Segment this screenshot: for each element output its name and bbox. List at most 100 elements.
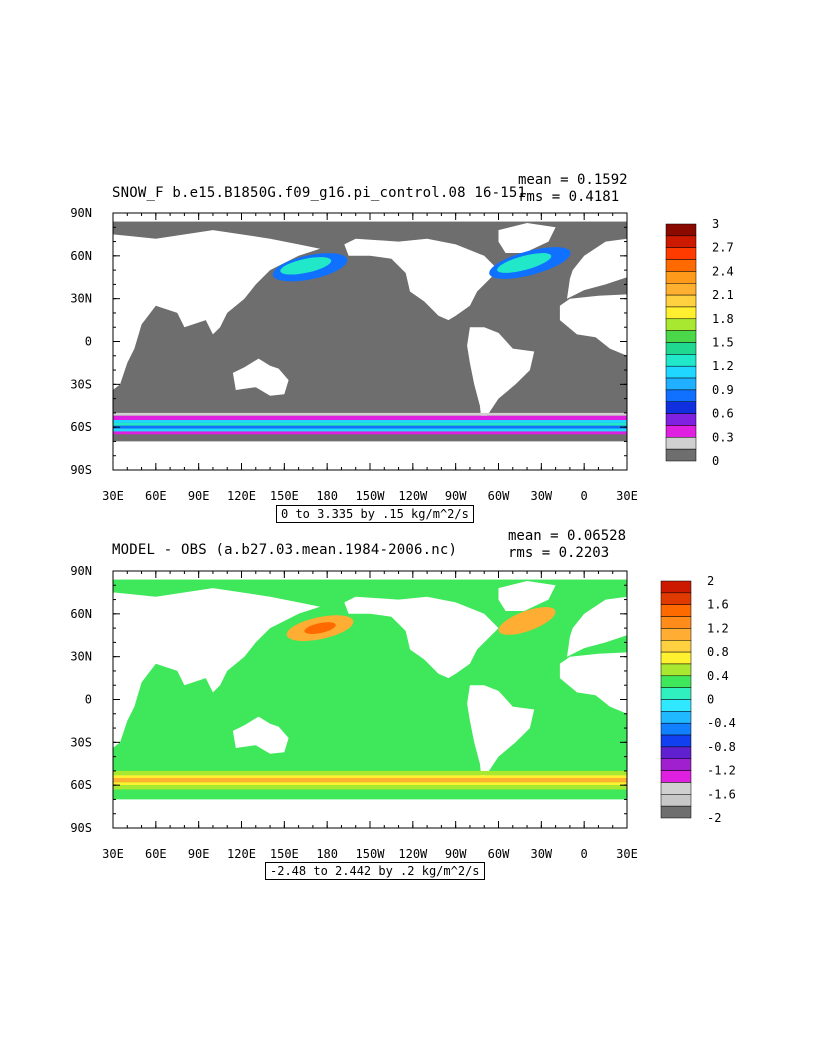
x-tick-label: 120E <box>227 489 256 503</box>
land-mass <box>232 358 289 396</box>
snowfall-band <box>113 425 627 429</box>
x-tick-label: 150E <box>270 847 299 861</box>
x-tick-label: 90E <box>188 489 210 503</box>
y-tick-label: 90S <box>70 821 92 835</box>
colorbar-swatch <box>660 722 692 736</box>
colorbar-swatch <box>660 687 692 700</box>
diff-band <box>113 770 627 776</box>
colorbar-label: 0.9 <box>712 383 734 397</box>
snowfall-band <box>113 431 627 435</box>
x-tick-label: 60E <box>145 489 167 503</box>
mean-label: mean = 0.06528 <box>508 528 627 544</box>
land-mass <box>113 441 627 470</box>
colorbar-label: 1.8 <box>712 312 734 326</box>
snowfall-band <box>113 422 627 426</box>
x-tick-label: 60E <box>145 847 167 861</box>
land-mass <box>559 294 627 356</box>
colorbar-swatch <box>660 711 692 724</box>
land-mass <box>467 327 535 420</box>
land-mass <box>567 238 627 299</box>
land-mass <box>113 230 320 390</box>
y-tick-label: 90N <box>70 206 92 220</box>
colorbar-label: 0 <box>712 454 719 468</box>
diff-band <box>113 778 627 783</box>
colorbar-swatch <box>660 770 692 783</box>
colorbar-swatch <box>660 794 692 807</box>
y-tick-label: 30N <box>70 650 92 664</box>
y-tick-label: 60N <box>70 607 92 621</box>
colorbar-swatch <box>660 699 692 712</box>
colorbar-swatch <box>660 782 692 795</box>
x-tick-label: 150W <box>356 489 386 503</box>
snowfall-band <box>113 412 627 416</box>
land-mass <box>113 588 320 748</box>
colorbar-swatch <box>660 616 692 629</box>
y-tick-label: 0 <box>85 693 92 707</box>
chart-title: MODEL - OBS (a.b27.03.mean.1984-2006.nc) <box>112 542 458 558</box>
colorbar-label: -2 <box>707 811 721 825</box>
land-mass <box>498 223 556 253</box>
colorbar-label: -1.2 <box>707 764 736 778</box>
colorbar-swatch <box>660 663 692 677</box>
contour-info: 0 to 3.335 by .15 kg/m^2/s <box>276 505 474 523</box>
x-tick-label: 180 <box>316 847 338 861</box>
land-mass <box>567 596 627 657</box>
land-mass <box>232 716 289 754</box>
rms-label: rms = 0.4181 <box>518 189 620 205</box>
colorbar-label: 3 <box>712 217 719 231</box>
map-plot-bottom: 30E 60E 90E 120E 150E 180 150W 120W 90W 60W 30W 0 30… <box>70 564 638 861</box>
land-mass <box>344 238 499 321</box>
colorbar-label: 0.8 <box>707 645 729 659</box>
snowfall-band <box>113 415 627 421</box>
map-plot-top: 30E 60E 90E 120E 150E 180 150W 120W 90W 60W 30W 0 30… <box>70 206 638 503</box>
x-tick-label: 30E <box>616 489 638 503</box>
x-tick-label: 120W <box>398 489 428 503</box>
colorbar-label: -0.4 <box>707 716 736 730</box>
colorbar-swatch <box>660 805 692 819</box>
x-tick-label: 90E <box>188 847 210 861</box>
x-tick-label: 90W <box>445 847 467 861</box>
colorbar-swatch <box>665 448 697 462</box>
colorbar-label: 1.6 <box>707 598 729 612</box>
x-tick-label: 120E <box>227 847 256 861</box>
x-tick-label: 60W <box>488 847 510 861</box>
x-tick-label: 30W <box>530 489 552 503</box>
x-tick-label: 60W <box>488 489 510 503</box>
diff-band <box>113 785 627 790</box>
colorbar-label: 0.4 <box>707 669 729 683</box>
x-tick-label: 90W <box>445 489 467 503</box>
colorbar-bottom: 2 1.6 1.2 0.8 0.4 0 -0.4 -0.8 -1.2 -1.6 -2 <box>660 574 736 825</box>
colorbar-top: 3 2.7 2.4 2.1 1.8 1.5 1.2 0.9 0.6 0.3 0 <box>665 217 734 468</box>
y-tick-label: 90S <box>70 463 92 477</box>
x-tick-label: 150W <box>356 847 386 861</box>
chart-title: SNOW_F b.e15.B1850G.f09_g16.pi_control.0… <box>112 185 527 201</box>
y-tick-label: 60N <box>70 249 92 263</box>
diff-band <box>113 782 627 786</box>
snowfall-band <box>113 428 627 432</box>
x-tick-label: 150E <box>270 489 299 503</box>
colorbar-label: 1.2 <box>707 621 729 635</box>
land-mass <box>467 685 535 778</box>
snowfall-pacific-core <box>280 257 332 275</box>
colorbar-swatch <box>660 640 692 653</box>
land-mass <box>344 596 499 679</box>
y-tick-label: 90N <box>70 564 92 578</box>
colorbar-label: 1.5 <box>712 336 734 350</box>
x-tick-label: 180 <box>316 489 338 503</box>
colorbar-label: -0.8 <box>707 740 736 754</box>
x-tick-label: 30E <box>616 847 638 861</box>
y-tick-label: 60S <box>70 778 92 792</box>
colorbar-label: 2.1 <box>712 288 734 302</box>
x-tick-label: 30W <box>530 847 552 861</box>
colorbar-label: 2.7 <box>712 241 734 255</box>
land-mass <box>113 799 627 828</box>
colorbar-label: 2 <box>707 574 714 588</box>
snowfall-band <box>113 420 627 423</box>
land-mass <box>498 581 556 611</box>
colorbar-label: 2.4 <box>712 264 734 278</box>
x-tick-label: 0 <box>581 847 588 861</box>
mean-label: mean = 0.1592 <box>518 172 628 188</box>
x-tick-label: 30E <box>102 847 124 861</box>
colorbar-swatch <box>660 675 692 688</box>
colorbar-label: 0 <box>707 693 714 707</box>
